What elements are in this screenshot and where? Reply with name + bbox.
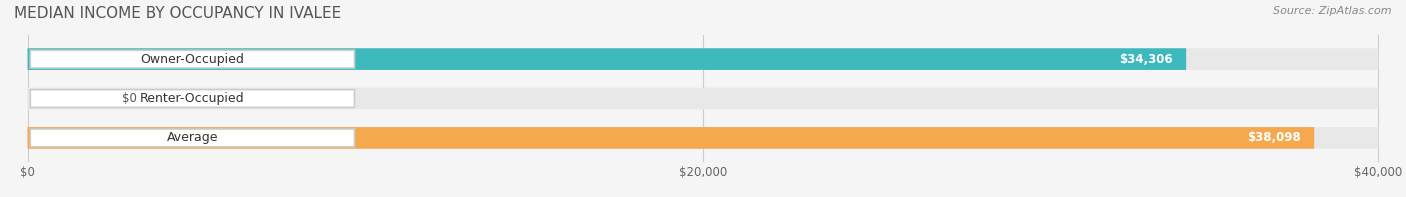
Text: $34,306: $34,306 <box>1119 53 1173 66</box>
FancyBboxPatch shape <box>28 88 1378 109</box>
Text: Average: Average <box>167 131 218 144</box>
FancyBboxPatch shape <box>28 127 1315 149</box>
Text: $38,098: $38,098 <box>1247 131 1301 144</box>
Text: Renter-Occupied: Renter-Occupied <box>141 92 245 105</box>
FancyBboxPatch shape <box>31 50 354 68</box>
FancyBboxPatch shape <box>31 90 354 107</box>
FancyBboxPatch shape <box>28 48 1187 70</box>
Text: $0: $0 <box>122 92 136 105</box>
FancyBboxPatch shape <box>28 127 1378 149</box>
Text: Owner-Occupied: Owner-Occupied <box>141 53 245 66</box>
FancyBboxPatch shape <box>28 48 1378 70</box>
FancyBboxPatch shape <box>31 129 354 147</box>
Text: Source: ZipAtlas.com: Source: ZipAtlas.com <box>1274 6 1392 16</box>
Text: MEDIAN INCOME BY OCCUPANCY IN IVALEE: MEDIAN INCOME BY OCCUPANCY IN IVALEE <box>14 6 342 21</box>
